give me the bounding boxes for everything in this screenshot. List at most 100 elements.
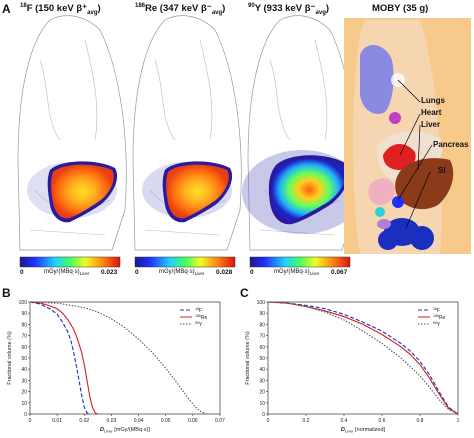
colorbar-unit-f18: mGy/(MBq·s)Liver [44, 269, 89, 276]
dose-images [17, 15, 471, 268]
panel-letter-c: C [240, 286, 249, 300]
legend-label-name: Y [199, 322, 203, 328]
y-tick-label: 80 [21, 322, 27, 328]
legend-label-sup: 90 [433, 321, 437, 325]
x-tick-label: 0.4 [341, 418, 348, 424]
panel-letter-a: A [2, 2, 11, 16]
colorbar-unit-text: mGy/(MBq·s) [159, 269, 195, 275]
image-title-y90: 90Y (933 keV β⁻avg) [248, 3, 329, 16]
image-title-f18: 18F (150 keV β⁺avg) [20, 3, 101, 16]
x-axis-label-subscript: Liver [345, 429, 354, 434]
y-tick-label: 90 [21, 311, 27, 317]
series-line-f [267, 301, 459, 415]
colorbar-min-re186: 0 [135, 269, 139, 276]
x-axis-label-unit: [normalized] [354, 427, 386, 433]
colorbar-unit-subscript: Liver [309, 271, 320, 277]
colorbar-y90 [249, 256, 351, 268]
series-line-re [267, 301, 459, 415]
y-tick-label: 60 [21, 345, 27, 351]
isotope-mass-number: 18 [20, 3, 27, 9]
colorbar-max-f18: 0.023 [101, 269, 118, 276]
y-tick-label: 80 [259, 322, 265, 328]
legend-label: 18F [195, 307, 202, 314]
y-tick-label: 30 [259, 378, 265, 384]
x-tick-label: 0.05 [161, 418, 171, 424]
image-title-text: F (150 keV β⁺ [26, 3, 88, 15]
colorbar-min-y90: 0 [250, 269, 254, 276]
x-tick-label: 0.6 [379, 418, 386, 424]
colorbars [19, 256, 351, 268]
x-tick-label: 0.03 [107, 418, 117, 424]
y-tick-label: 30 [21, 378, 27, 384]
x-axis-label-subscript: Liver [104, 429, 113, 434]
x-tick-label: 0 [267, 418, 270, 424]
y-tick-label: 40 [21, 367, 27, 373]
image-title-close: ) [97, 3, 101, 15]
legend-label-name: F [437, 308, 440, 314]
y-tick-label: 20 [21, 390, 27, 396]
legend-label: 186Re [195, 314, 207, 321]
organ-label-liver: Liver [421, 120, 441, 129]
y-axis-label: Fractional volume (%) [245, 331, 251, 385]
panel-letter-b: B [2, 286, 11, 300]
plot-frame [267, 301, 459, 415]
moby-phantom [344, 18, 471, 254]
image-title-close: ) [222, 3, 226, 15]
legend-label-name: Y [437, 322, 441, 328]
y-tick-label: 20 [259, 390, 265, 396]
x-tick-label: 0.8 [417, 418, 424, 424]
legend-label: 90Y [433, 321, 441, 328]
x-tick-label: 0.04 [134, 418, 144, 424]
y-tick-label: 70 [21, 334, 27, 340]
colorbar-re186 [134, 256, 236, 268]
y-axis-label: Fractional volume (%) [7, 331, 13, 385]
legend-label: 90Y [195, 321, 203, 328]
y-tick-label: 0 [262, 412, 265, 418]
legend-label: 186Re [433, 314, 445, 321]
x-axis-label: DLiver [normalized] [341, 427, 386, 434]
colorbar-max-re186: 0.028 [216, 269, 233, 276]
y-tick-label: 0 [24, 412, 27, 418]
organ-label-si: SI [438, 166, 446, 175]
organ-label-pancreas: Pancreas [433, 140, 469, 149]
colorbar-min-f18: 0 [20, 269, 24, 276]
legend-label-sup: 186 [195, 314, 201, 318]
dose-map-f18 [17, 15, 127, 251]
x-tick-label: 0.06 [188, 418, 198, 424]
colorbar-unit-text: mGy/(MBq·s) [44, 269, 80, 275]
series-line-re [29, 301, 99, 415]
colorbar-max-y90: 0.067 [331, 269, 348, 276]
y-tick-label: 10 [21, 401, 27, 407]
dose-map-re186 [132, 15, 242, 251]
y-tick-label: 100 [19, 300, 28, 306]
plot-frame [29, 301, 221, 415]
colorbar-unit-subscript: Liver [79, 271, 90, 277]
image-title-subscript: avg [87, 10, 98, 17]
legend-label-sup: 90 [195, 321, 199, 325]
legend-label-name: F [199, 308, 202, 314]
y-tick-label: 40 [259, 367, 265, 373]
y-tick-label: 70 [259, 334, 265, 340]
image-title-text: Y (933 keV β⁻ [254, 3, 316, 15]
image-title-subscript: avg [211, 10, 223, 17]
x-tick-label: 1 [457, 418, 460, 424]
y-tick-label: 50 [21, 356, 27, 362]
y-tick-label: 60 [259, 345, 265, 351]
series-line-y [29, 301, 207, 415]
isotope-mass-number: 90 [248, 3, 255, 9]
x-axis-label-symbol: D [100, 427, 104, 433]
colorbar-unit-text: mGy/(MBq·s) [274, 269, 310, 275]
x-axis-label-unit: [mGy/(MBq·s)] [113, 427, 151, 433]
y-tick-label: 100 [257, 300, 266, 306]
legend-label-sup: 186 [433, 314, 439, 318]
dvh-chart-c: 0 10 20 30 40 50 60 70 80 90 100 0 0.2 0.4 0.6 0.8 1 Frac… [245, 300, 460, 434]
dose-map-y90 [242, 15, 362, 251]
image-title-close: ) [325, 3, 330, 15]
colorbar-unit-subscript: Liver [194, 271, 205, 277]
x-tick-label: 0.02 [79, 418, 89, 424]
organ-label-heart: Heart [421, 108, 442, 117]
organ-label-lungs: Lungs [421, 96, 445, 105]
dvh-chart-b: 0 10 20 30 40 50 60 70 80 90 100 0 0.01 0.02 0.03 0.04 0… [7, 300, 225, 434]
x-tick-label: 0.2 [303, 418, 310, 424]
image-title-re186: 186Re (347 keV β⁻avg) [135, 3, 225, 16]
